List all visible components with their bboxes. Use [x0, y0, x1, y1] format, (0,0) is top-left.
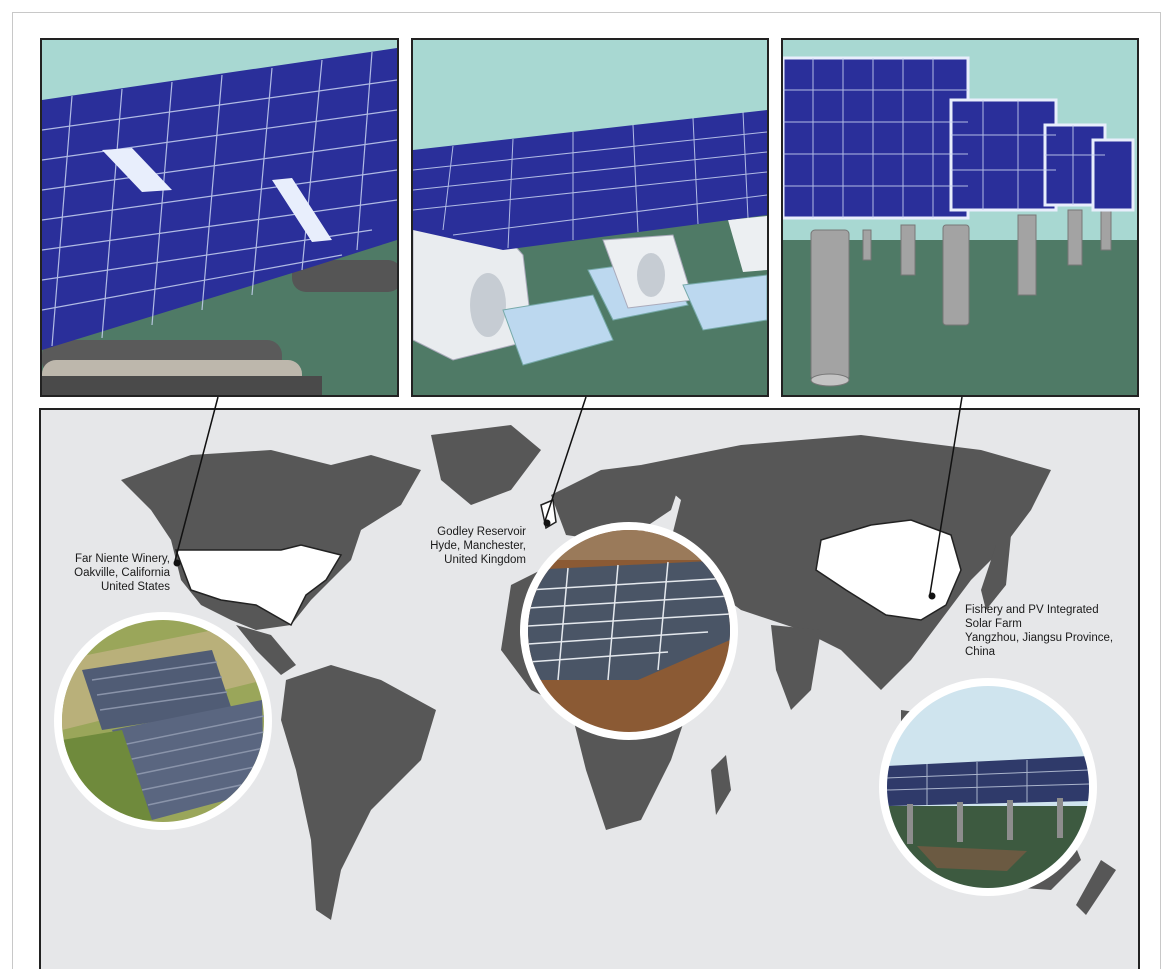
photo-yangzhou-fishery-solar [879, 678, 1097, 896]
location-dot-icon [543, 519, 551, 527]
photo-far-niente-winery [54, 612, 272, 830]
usa-highlight [174, 544, 343, 627]
photo-godley-reservoir [520, 522, 738, 740]
panel-pile-mounted-pv [781, 38, 1139, 397]
pontoon-illustration [42, 40, 397, 395]
label-california: Far Niente Winery, Oakville, California … [74, 553, 170, 593]
location-dot-icon [928, 592, 936, 600]
pillar-illustration [783, 40, 1137, 395]
location-dot-icon [173, 559, 181, 567]
panel-pontoon-floating-pv [40, 38, 399, 397]
pontoon-icon [42, 260, 397, 395]
pillar-icon [810, 204, 1112, 387]
china-highlight [815, 519, 962, 621]
float-illustration [413, 40, 767, 395]
label-yangzhou: Fishery and PV Integrated Solar Farm Yan… [965, 604, 1114, 658]
panel-hdpe-float-pv [411, 38, 769, 397]
label-manchester: Godley Reservoir Hyde, Manchester, Unite… [430, 526, 526, 566]
